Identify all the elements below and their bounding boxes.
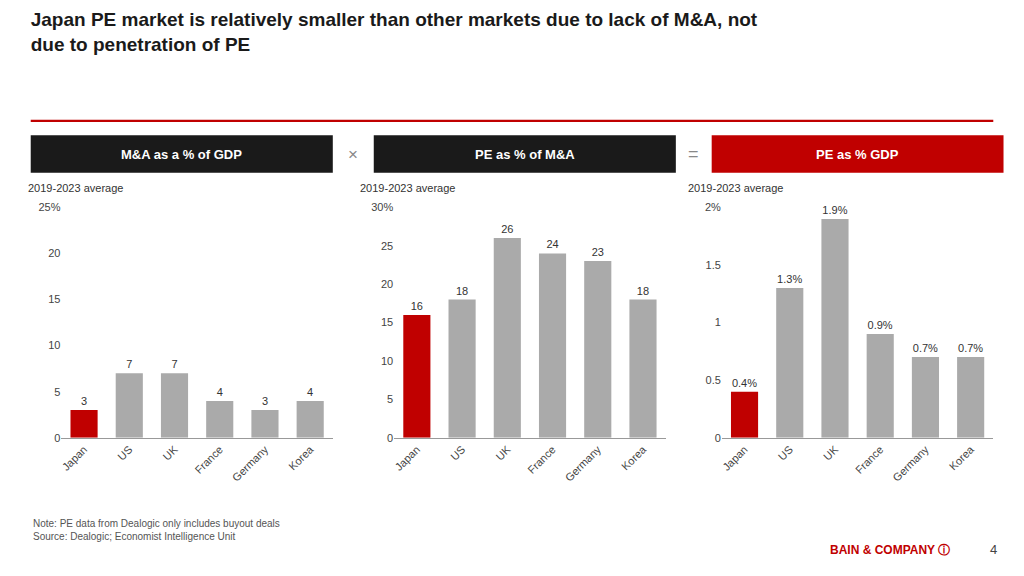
svg-text:7: 7: [171, 358, 177, 370]
svg-text:26: 26: [501, 223, 513, 235]
svg-text:=: =: [688, 144, 699, 164]
svg-text:Korea: Korea: [619, 443, 649, 473]
svg-text:20: 20: [381, 278, 393, 290]
svg-text:France: France: [525, 443, 558, 476]
svg-text:20: 20: [48, 247, 60, 259]
svg-text:×: ×: [348, 145, 358, 164]
svg-text:0.4%: 0.4%: [732, 377, 757, 389]
svg-text:Japan: Japan: [392, 443, 422, 473]
svg-text:1.9%: 1.9%: [822, 204, 847, 216]
svg-text:25: 25: [381, 240, 393, 252]
svg-text:15: 15: [381, 316, 393, 328]
svg-text:US: US: [448, 443, 467, 462]
svg-text:1.3%: 1.3%: [777, 273, 802, 285]
svg-text:US: US: [776, 443, 795, 462]
svg-text:0.9%: 0.9%: [868, 319, 893, 331]
svg-text:Germany: Germany: [890, 443, 931, 484]
svg-text:Korea: Korea: [947, 443, 977, 473]
svg-text:M&A as a % of GDP: M&A as a % of GDP: [121, 147, 242, 162]
svg-text:5: 5: [54, 386, 60, 398]
svg-text:18: 18: [637, 285, 649, 297]
svg-text:4: 4: [990, 542, 997, 557]
svg-text:UK: UK: [161, 443, 181, 463]
svg-text:3: 3: [81, 395, 87, 407]
svg-text:US: US: [115, 443, 134, 462]
svg-text:France: France: [853, 443, 886, 476]
svg-text:Japan: Japan: [720, 443, 750, 473]
svg-text:BAIN & COMPANY ⓘ: BAIN & COMPANY ⓘ: [830, 543, 950, 557]
svg-text:2%: 2%: [705, 201, 721, 213]
svg-text:Korea: Korea: [286, 443, 316, 473]
svg-text:3: 3: [262, 395, 268, 407]
svg-text:5: 5: [387, 393, 393, 405]
svg-text:0.7%: 0.7%: [958, 342, 983, 354]
svg-text:23: 23: [592, 246, 604, 258]
svg-text:0.7%: 0.7%: [913, 342, 938, 354]
svg-text:4: 4: [307, 386, 313, 398]
svg-text:0.5: 0.5: [706, 374, 721, 386]
svg-text:7: 7: [126, 358, 132, 370]
svg-text:Japan: Japan: [60, 443, 90, 473]
svg-text:18: 18: [456, 285, 468, 297]
svg-text:1.5: 1.5: [706, 259, 721, 271]
svg-text:PE as % of M&A: PE as % of M&A: [475, 147, 575, 162]
svg-text:UK: UK: [821, 443, 841, 463]
svg-text:0: 0: [387, 432, 393, 444]
svg-text:10: 10: [48, 339, 60, 351]
svg-text:25%: 25%: [38, 201, 60, 213]
svg-text:10: 10: [381, 355, 393, 367]
svg-text:0: 0: [715, 432, 721, 444]
svg-text:1: 1: [715, 316, 721, 328]
svg-text:PE as % GDP: PE as % GDP: [816, 147, 899, 162]
svg-text:UK: UK: [493, 443, 513, 463]
svg-text:2019-2023 average: 2019-2023 average: [688, 182, 783, 194]
svg-text:Japan PE market is relatively: Japan PE market is relatively smaller th…: [31, 9, 758, 55]
svg-text:15: 15: [48, 293, 60, 305]
svg-text:24: 24: [546, 238, 558, 250]
svg-text:2019-2023 average: 2019-2023 average: [28, 182, 123, 194]
svg-text:France: France: [192, 443, 225, 476]
svg-text:Germany: Germany: [563, 443, 604, 484]
svg-text:0: 0: [54, 432, 60, 444]
svg-text:2019-2023 average: 2019-2023 average: [360, 182, 455, 194]
svg-text:Germany: Germany: [230, 443, 271, 484]
svg-text:16: 16: [411, 300, 423, 312]
svg-text:4: 4: [217, 386, 223, 398]
svg-text:Note: PE data from Dealogic on: Note: PE data from Dealogic only include…: [33, 518, 280, 542]
svg-text:30%: 30%: [371, 201, 393, 213]
